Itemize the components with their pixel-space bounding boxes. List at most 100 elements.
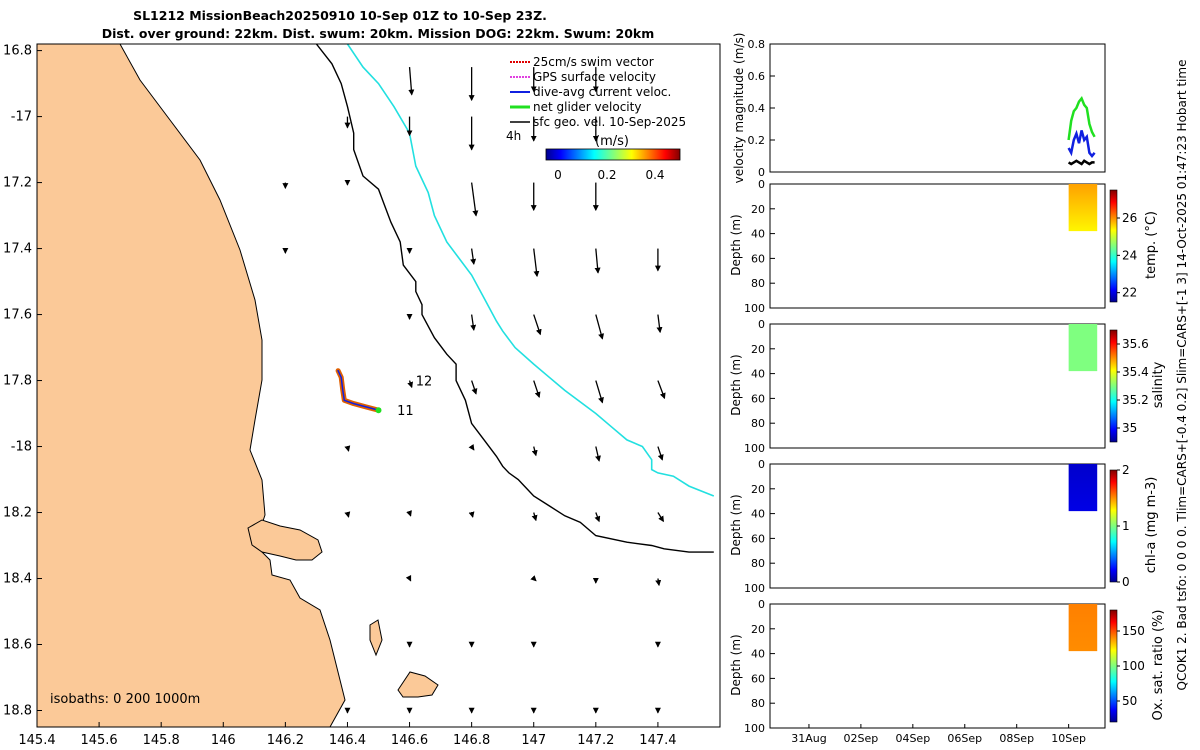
geo-vector: [470, 248, 477, 265]
oxygen-x-tick-label: 31Aug: [791, 732, 826, 745]
geo-vector: [657, 446, 664, 461]
oxygen-cbar-label: Ox. sat. ratio (%): [1151, 610, 1166, 721]
map-y-tick-label: -17: [11, 110, 32, 125]
map-colorbar: [545, 148, 681, 161]
chlorophyll-colorbar: [1109, 469, 1118, 583]
glider-track-inner: [337, 369, 380, 411]
isobath-200m: [315, 44, 714, 553]
annotation-11: 11: [397, 404, 414, 419]
temperature-panel: Depth (m) temp. (°C): [729, 211, 1159, 279]
salinity-cbar-tick-label: 35.2: [1122, 393, 1149, 407]
chlorophyll-y-tick-label: 80: [751, 557, 765, 570]
island-palm: [397, 671, 439, 698]
legend-geo: sfc geo. vel. 10-Sep-2025: [533, 115, 686, 129]
geo-vector: [595, 380, 604, 404]
map-y-tick-label: -18: [11, 440, 32, 455]
temperature-y-tick-label: 80: [751, 277, 765, 290]
island-magnetic: [247, 519, 323, 561]
geo-vector: [595, 314, 604, 340]
oxygen-panel: Depth (m) Ox. sat. ratio (%): [729, 610, 1166, 721]
oxygen-y-tick-label: 40: [751, 648, 765, 661]
salinity-y-tick-label: 80: [751, 417, 765, 430]
depth-panels: Depth (m) temp. (°C) Depth (m) salinity …: [729, 178, 1166, 745]
map-x-tick-label: 145.4: [18, 733, 55, 748]
geo-vector: [530, 575, 537, 582]
chlorophyll-y-tick-label: 20: [751, 483, 765, 496]
chlorophyll-cbar-label: chl-a (mg m-3): [1144, 477, 1159, 574]
map-y-tick-label: 18.8: [3, 704, 32, 719]
geo-vector: [533, 380, 541, 398]
island-small: [369, 619, 383, 657]
chlorophyll-cbar-tick-label: 0: [1122, 575, 1130, 589]
velocity-y-tick-label: 0: [758, 166, 765, 179]
temperature-y-tick-label: 60: [751, 252, 765, 265]
oxygen-x-tick-label: 02Sep: [844, 732, 879, 745]
velocity-series-line: [1067, 95, 1096, 141]
geo-vector: [405, 574, 412, 582]
map-x-tick-label: 146.8: [453, 733, 490, 748]
geo-vector: [344, 511, 351, 518]
chlorophyll-cbar-tick-label: 1: [1122, 519, 1130, 533]
geo-vector: [407, 380, 414, 389]
map-x-tick-label: 147.4: [639, 733, 676, 748]
geo-vector: [533, 248, 540, 278]
geo-velocity-vectors: [282, 67, 666, 714]
oxygen-plot: 0 20 40 60 80 100 50 100 150 31Aug 02Sep 04Sep 06Sep…: [744, 598, 1145, 745]
geo-vector: [470, 182, 479, 217]
salinity-y-tick-label: 100: [744, 442, 765, 455]
geo-vector: [531, 446, 538, 457]
side-note: QCOK1 2. Bad tsfo: 0 0 0 0. Tlim=CARS+[-…: [1175, 60, 1189, 691]
salinity-cbar-tick-label: 35: [1122, 421, 1137, 435]
legend-swim: 25cm/s swim vector: [533, 55, 654, 69]
map-panel: 145.4 145.6 145.8 146 146.2 146.4 146.6 146.8 14…: [3, 43, 721, 748]
salinity-cbar-tick-label: 35.6: [1122, 337, 1149, 351]
temperature-y-tick-label: 20: [751, 203, 765, 216]
map-x-tick-label: 147: [521, 733, 546, 748]
salinity-frame: [769, 323, 1106, 449]
map-x-tick-label: 145.6: [80, 733, 117, 748]
geo-vector: [594, 248, 601, 274]
chlorophyll-plot: 0 20 40 60 80 100 0 1 2: [744, 458, 1130, 595]
velocity-y-tick-label: 0.6: [748, 70, 766, 83]
temperature-ylabel: Depth (m): [729, 214, 743, 275]
velocity-y-tick-label: 0.4: [748, 102, 766, 115]
oxygen-x-tick-label: 10Sep: [1051, 732, 1086, 745]
geo-vector: [408, 67, 415, 96]
map-y-ticks: 16.8 -17 17.2 17.4 17.6 17.8 -18 18.2 18.4 18.6 18…: [3, 44, 42, 719]
salinity-ylabel: Depth (m): [729, 354, 743, 415]
chlorophyll-y-tick-label: 100: [744, 582, 765, 595]
oxygen-cbar-tick-label: 100: [1122, 659, 1145, 673]
legend-duration: 4h: [506, 129, 521, 143]
map-x-tick-label: 147.2: [577, 733, 614, 748]
glider-end-marker: [375, 407, 382, 414]
map-x-tick-label: 146.6: [391, 733, 428, 748]
salinity-cbar-tick-label: 35.4: [1122, 365, 1149, 379]
map-y-tick-label: 16.8: [3, 44, 32, 59]
map-frame: [36, 43, 721, 728]
temperature-frame: [769, 183, 1106, 309]
temperature-y-tick-label: 40: [751, 228, 765, 241]
colorbar-tick-0: 0: [554, 168, 562, 182]
geo-vector: [470, 314, 477, 331]
isobath-1000m: [346, 44, 715, 497]
map-x-tick-label: 146.2: [267, 733, 304, 748]
geo-vector: [471, 380, 478, 395]
salinity-y-tick-label: 20: [751, 343, 765, 356]
geo-vector: [468, 444, 475, 451]
salinity-plot: 0 20 40 60 80 100 35 35.2 35.4 35.6: [744, 318, 1149, 455]
chlorophyll-profile-data: [1068, 464, 1098, 512]
geo-vector: [594, 512, 601, 523]
salinity-cbar-label: salinity: [1151, 361, 1166, 408]
geo-vector: [533, 314, 542, 336]
chlorophyll-cbar-tick-label: 2: [1122, 463, 1130, 477]
temperature-cbar-tick-label: 24: [1122, 248, 1137, 262]
oxygen-x-tick-label: 06Sep: [947, 732, 982, 745]
map-y-tick-label: 18.2: [3, 506, 32, 521]
velocity-y-tick-label: 0.2: [748, 134, 766, 147]
oxygen-cbar-tick-label: 150: [1122, 624, 1145, 638]
colorbar-unit: (m/s): [595, 134, 629, 149]
geo-vector: [657, 512, 664, 523]
title-line2: Dist. over ground: 22km. Dist. swum: 20k…: [102, 26, 655, 41]
